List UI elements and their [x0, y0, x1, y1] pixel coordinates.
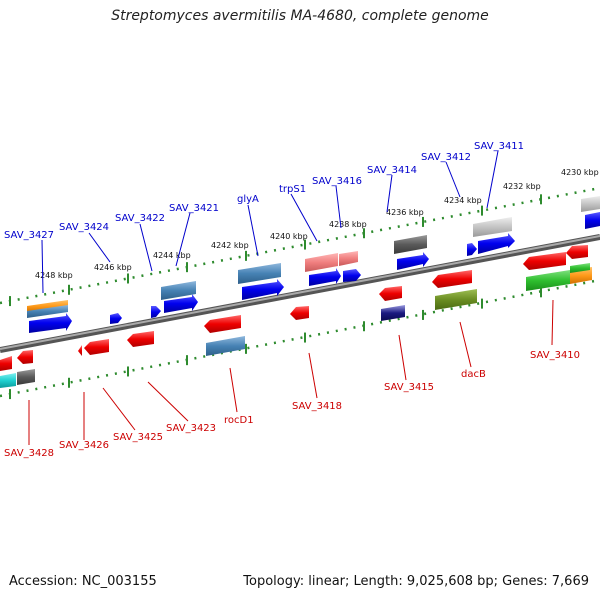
- scale-labels: 4248 kbp 4246 kbp 4244 kbp 4242 kbp 4240…: [35, 168, 599, 280]
- map-title: Streptomyces avermitilis MA-4680, comple…: [111, 8, 489, 24]
- gene-arrow: [29, 313, 72, 333]
- gene-label: SAV_3418: [292, 401, 342, 412]
- gene-label: SAV_3421: [169, 203, 219, 214]
- scale-label: 4234 kbp: [444, 196, 482, 205]
- gene-arrow: [478, 233, 515, 254]
- gene-bar: [17, 369, 35, 385]
- gene-bar: [473, 217, 512, 237]
- gene-bar: [570, 263, 590, 273]
- ruler-lower: [0, 278, 600, 398]
- gene-arrow: [127, 331, 154, 347]
- gene-label: SAV_3424: [59, 222, 109, 233]
- scale-label: 4244 kbp: [153, 251, 191, 260]
- gene-arrow: [585, 212, 600, 229]
- gene-label: SAV_3423: [166, 423, 216, 434]
- gene-label: SAV_3412: [421, 152, 471, 163]
- gene-bar: [305, 253, 338, 272]
- genome-backbone: [0, 234, 600, 353]
- gene-bar: [27, 305, 68, 318]
- gene-label: SAV_3426: [59, 440, 109, 451]
- gene-arrow: [432, 270, 472, 288]
- scale-label: 4230 kbp: [561, 168, 599, 177]
- gene-bar: [0, 373, 16, 388]
- gene-arrow: [566, 245, 588, 259]
- gene-bar: [394, 235, 427, 254]
- gene-label: SAV_3415: [384, 382, 434, 393]
- gene-arrow: [343, 269, 361, 282]
- gene-bar: [435, 289, 477, 310]
- gene-bar: [161, 281, 196, 300]
- gene-arrow: [379, 286, 402, 301]
- gene-arrow: [78, 345, 82, 356]
- gene-arrow: [523, 252, 566, 270]
- gene-bar: [206, 336, 245, 356]
- accession-text: Accession: NC_003155: [9, 574, 157, 589]
- gene-label: SAV_3428: [4, 448, 54, 459]
- gene-arrow: [204, 315, 241, 333]
- gene-label: glyA: [237, 194, 259, 205]
- gene-bar: [339, 251, 358, 266]
- scale-label: 4238 kbp: [329, 220, 367, 229]
- gene-label: dacB: [461, 369, 486, 380]
- gene-arrow: [151, 306, 161, 318]
- reverse-gene-labels: SAV_3428 SAV_3426 SAV_3425 SAV_3423 rocD…: [4, 350, 580, 459]
- forward-leaders: [41, 150, 499, 294]
- genome-summary-text: Topology: linear; Length: 9,025,608 bp; …: [243, 574, 589, 589]
- ruler-ticks: [9, 194, 542, 400]
- gene-label: SAV_3414: [367, 165, 417, 176]
- gene-label: SAV_3411: [474, 141, 524, 152]
- gene-arrow: [309, 268, 341, 286]
- gene-label: trpS1: [279, 184, 306, 195]
- gene-arrow: [290, 306, 309, 320]
- gene-label: SAV_3422: [115, 213, 165, 224]
- scale-label: 4232 kbp: [503, 182, 541, 191]
- gene-label: SAV_3410: [530, 350, 580, 361]
- gene-arrow: [397, 252, 429, 270]
- gene-bar: [581, 196, 600, 212]
- forward-gene-labels: SAV_3427 SAV_3424 SAV_3422 SAV_3421 glyA…: [4, 141, 524, 241]
- scale-label: 4240 kbp: [270, 232, 308, 241]
- gene-bar: [238, 263, 281, 284]
- gene-arrow: [110, 313, 122, 324]
- reverse-leaders: [28, 299, 554, 445]
- scale-label: 4236 kbp: [386, 208, 424, 217]
- gene-features: [0, 196, 600, 388]
- gene-label: rocD1: [224, 415, 254, 426]
- scale-label: 4248 kbp: [35, 271, 73, 280]
- scale-label: 4246 kbp: [94, 263, 132, 272]
- gene-label: SAV_3416: [312, 176, 362, 187]
- gene-label: SAV_3425: [113, 432, 163, 443]
- gene-bar: [381, 305, 405, 321]
- gene-bar: [27, 300, 68, 312]
- gene-label: SAV_3427: [4, 230, 54, 241]
- gene-arrow: [84, 339, 109, 355]
- gene-bar: [526, 270, 570, 291]
- gene-arrow: [242, 279, 284, 300]
- gene-arrow: [164, 294, 198, 313]
- gene-arrow: [467, 243, 477, 256]
- scale-label: 4242 kbp: [211, 241, 249, 250]
- gene-arrow: [0, 356, 12, 371]
- gene-arrow: [17, 350, 33, 364]
